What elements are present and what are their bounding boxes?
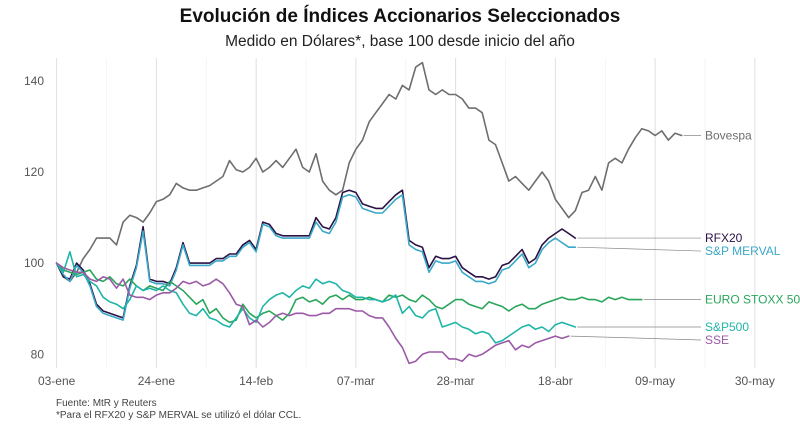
x-tick-label: 07-mar [337, 374, 375, 388]
legend-leader-line [570, 335, 702, 341]
series-line [55, 262, 570, 365]
y-tick-label: 80 [31, 347, 45, 361]
x-tick-label: 18-abr [538, 374, 573, 388]
y-tick-label: 120 [24, 165, 44, 179]
legend-label: RFX20 [705, 231, 743, 245]
x-tick-label: 09-may [635, 374, 675, 388]
x-tick-label: 03-ene [38, 374, 76, 388]
series-line [55, 194, 577, 321]
series-line [55, 61, 683, 283]
y-tick-label: 100 [24, 256, 44, 270]
chart-subtitle: Medido en Dólares*, base 100 desde inici… [225, 33, 575, 50]
series-line [55, 251, 577, 344]
y-tick-label: 140 [24, 74, 44, 88]
series-lines [55, 61, 683, 365]
legend-label: S&P MERVAL [705, 244, 781, 258]
legend-label: SSE [705, 333, 729, 347]
x-tick-label: 14-feb [239, 374, 273, 388]
axis-tick-labels: 80 100 120 140 03-ene 24-ene 14-feb 07-mar 28-ma… [24, 74, 775, 388]
series-line [55, 189, 577, 319]
gridlines [56, 58, 756, 368]
source-note: Fuente: MtR y Reuters [56, 398, 157, 409]
legend-label: Bovespa [705, 129, 752, 143]
series-line [55, 262, 643, 324]
chart-caption: Fuente: MtR y Reuters *Para el RFX20 y S… [56, 398, 301, 421]
legend-label: S&P500 [705, 320, 749, 334]
chart-title: Evolución de Índices Accionarios Selecci… [179, 6, 621, 27]
x-tick-label: 28-mar [437, 374, 475, 388]
x-tick-label: 30-may [735, 374, 775, 388]
x-tick-label: 24-ene [138, 374, 176, 388]
legend-leader-line [577, 246, 702, 252]
legend-label: EURO STOXX 50 [705, 293, 800, 307]
footnote: *Para el RFX20 y S&P MERVAL se utilizó e… [56, 409, 302, 421]
